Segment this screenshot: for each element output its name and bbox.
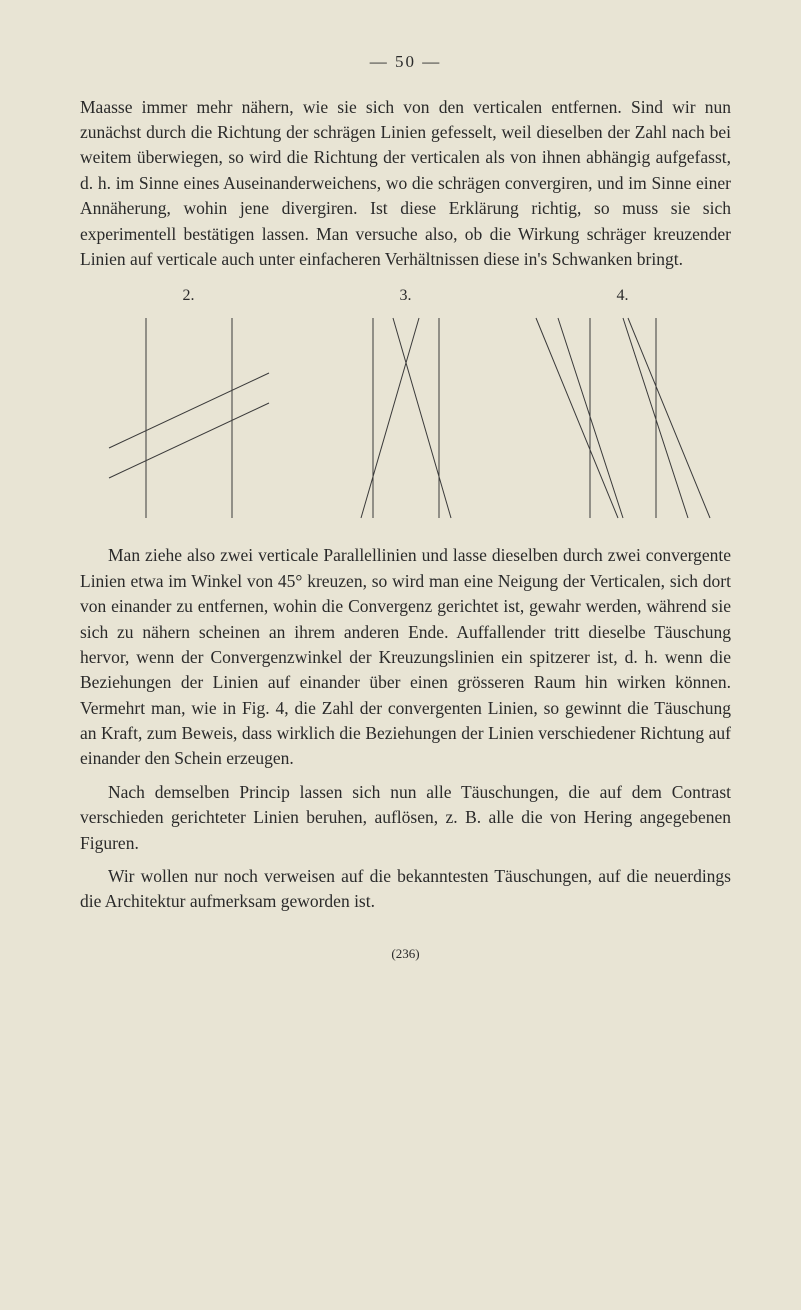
figure-4: [514, 313, 731, 523]
figure-labels-row: 2. 3. 4.: [80, 284, 731, 307]
paragraph-2: Man ziehe also zwei verticale Parallelli…: [80, 543, 731, 771]
figure-2: [80, 313, 297, 523]
figure-3: [297, 313, 514, 523]
page-number: — 50 —: [80, 50, 731, 75]
footer-number: (236): [80, 945, 731, 964]
figure-label-3: 3.: [297, 284, 514, 307]
paragraph-4: Wir wollen nur noch verweisen auf die be…: [80, 864, 731, 915]
figure-label-4: 4.: [514, 284, 731, 307]
paragraph-1: Maasse immer mehr nähern, wie sie sich v…: [80, 95, 731, 273]
figures-row: [80, 313, 731, 523]
figure-label-2: 2.: [80, 284, 297, 307]
paragraph-3: Nach demselben Princip lassen sich nun a…: [80, 780, 731, 856]
page-container: — 50 — Maasse immer mehr nähern, wie sie…: [0, 0, 801, 1004]
